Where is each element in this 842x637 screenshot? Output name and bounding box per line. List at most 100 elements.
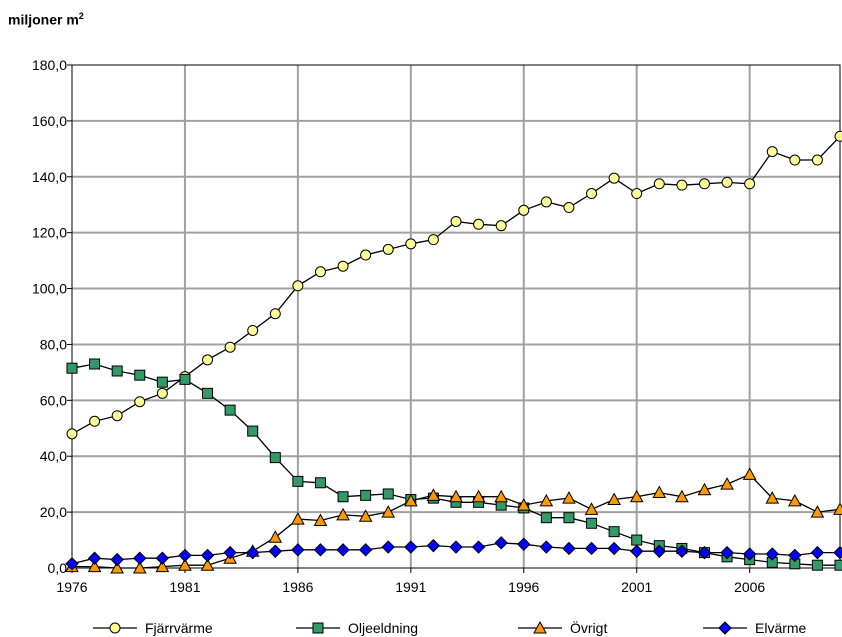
- data-point-diamond: [200, 548, 215, 563]
- data-point-diamond: [178, 548, 192, 563]
- data-point-circle: [337, 260, 349, 272]
- data-point-circle: [834, 130, 842, 142]
- data-point-diamond: [675, 544, 689, 558]
- data-point-triangle: [200, 558, 215, 571]
- data-point-triangle: [110, 560, 125, 574]
- data-point-diamond: [652, 544, 667, 558]
- data-point-square: [811, 559, 823, 571]
- data-point-diamond: [404, 540, 418, 554]
- plot-area-frame: [71, 64, 841, 569]
- data-point-triangle: [697, 482, 712, 496]
- data-point-circle: [698, 178, 710, 190]
- data-point-square: [134, 369, 146, 381]
- data-point-circle: [134, 396, 146, 408]
- data-point-square: [111, 365, 123, 377]
- data-point-diamond: [223, 545, 237, 560]
- x-tick-label: 1986: [282, 579, 313, 595]
- y-tick-label: 40,0: [40, 448, 67, 464]
- data-point-triangle: [471, 489, 486, 503]
- legend-label: Elvärme: [755, 620, 807, 636]
- data-point-circle: [111, 410, 123, 422]
- data-point-diamond: [291, 543, 305, 557]
- data-point-square: [224, 404, 236, 416]
- data-point-triangle: [178, 558, 192, 571]
- data-point-triangle: [787, 493, 802, 507]
- data-point-diamond: [562, 541, 576, 556]
- data-point-circle: [563, 202, 575, 214]
- data-point-triangle: [132, 560, 147, 574]
- data-point-diamond: [426, 538, 441, 553]
- data-point-circle: [676, 179, 688, 191]
- data-point-triangle: [87, 559, 102, 573]
- data-point-triangle: [652, 485, 667, 499]
- data-point-triangle: [449, 489, 463, 503]
- x-axis: 1976 1981 1986 1991 1996 2001 2006: [56, 568, 765, 595]
- data-point-triangle: [403, 493, 418, 507]
- data-point-diamond: [697, 545, 712, 560]
- legend-item-circle: Fjärrvärme: [93, 620, 213, 636]
- data-point-circle: [653, 178, 665, 190]
- x-tick-label: 2001: [621, 579, 652, 595]
- data-point-diamond: [539, 540, 554, 554]
- data-point-triangle: [358, 509, 373, 522]
- data-point-circle: [766, 146, 778, 158]
- data-point-circle: [89, 415, 101, 427]
- data-point-square: [292, 475, 304, 487]
- legend-label: Fjärrvärme: [145, 620, 213, 636]
- data-point-circle: [495, 220, 507, 232]
- data-point-circle: [744, 178, 756, 190]
- data-point-diamond: [110, 552, 124, 567]
- data-point-square: [586, 517, 598, 529]
- data-point-triangle: [426, 488, 441, 501]
- data-point-circle: [473, 218, 485, 230]
- data-point-triangle: [336, 507, 350, 521]
- data-point-circle: [382, 243, 394, 255]
- legend-marker-square: [312, 622, 324, 634]
- data-point-circle: [66, 428, 78, 440]
- data-point-triangle: [155, 559, 170, 573]
- data-point-circle: [721, 176, 733, 188]
- data-point-square: [360, 489, 372, 501]
- data-point-square: [179, 373, 191, 385]
- legend-item-diamond: Elvärme: [703, 620, 807, 636]
- data-point-square: [563, 512, 575, 524]
- x-tick-label: 1976: [56, 579, 87, 595]
- legend-marker-circle: [109, 622, 121, 634]
- data-point-diamond: [810, 545, 825, 560]
- data-point-triangle: [584, 502, 599, 515]
- data-point-square: [631, 534, 643, 546]
- data-point-circle: [405, 238, 417, 250]
- legend-label: Oljeeldning: [348, 620, 418, 636]
- data-point-circle: [427, 234, 439, 246]
- data-point-triangle: [562, 491, 576, 504]
- data-point-square: [247, 425, 259, 437]
- data-point-diamond: [313, 543, 328, 557]
- data-point-diamond: [494, 536, 508, 550]
- data-point-square: [608, 526, 620, 538]
- y-axis: 0,0 20,0 40,0 60,0 80,0 100,0 120,0 140,0 160,0 1…: [32, 57, 72, 576]
- data-point-diamond: [268, 544, 283, 558]
- data-point-triangle: [381, 505, 396, 518]
- series-triangle: [65, 467, 842, 574]
- data-point-triangle: [607, 492, 621, 506]
- series-square: [66, 358, 842, 571]
- x-tick-label: 1991: [395, 579, 426, 595]
- data-point-circle: [811, 154, 823, 166]
- data-point-diamond: [65, 557, 79, 571]
- data-point-triangle: [833, 502, 842, 515]
- data-point-diamond: [245, 545, 260, 560]
- x-tick-label: 1996: [508, 579, 539, 595]
- data-point-circle: [586, 188, 598, 200]
- y-tick-label: 100,0: [32, 281, 67, 297]
- y-tick-label: 60,0: [40, 392, 67, 408]
- data-point-diamond: [155, 551, 170, 565]
- data-point-circle: [202, 354, 214, 366]
- data-point-diamond: [742, 547, 757, 561]
- data-point-circle: [292, 280, 304, 292]
- legend-label: Övrigt: [570, 619, 607, 636]
- y-tick-label: 20,0: [40, 504, 67, 520]
- legend-item-triangle: Övrigt: [518, 619, 607, 636]
- data-point-diamond: [788, 548, 802, 563]
- data-point-diamond: [358, 543, 373, 557]
